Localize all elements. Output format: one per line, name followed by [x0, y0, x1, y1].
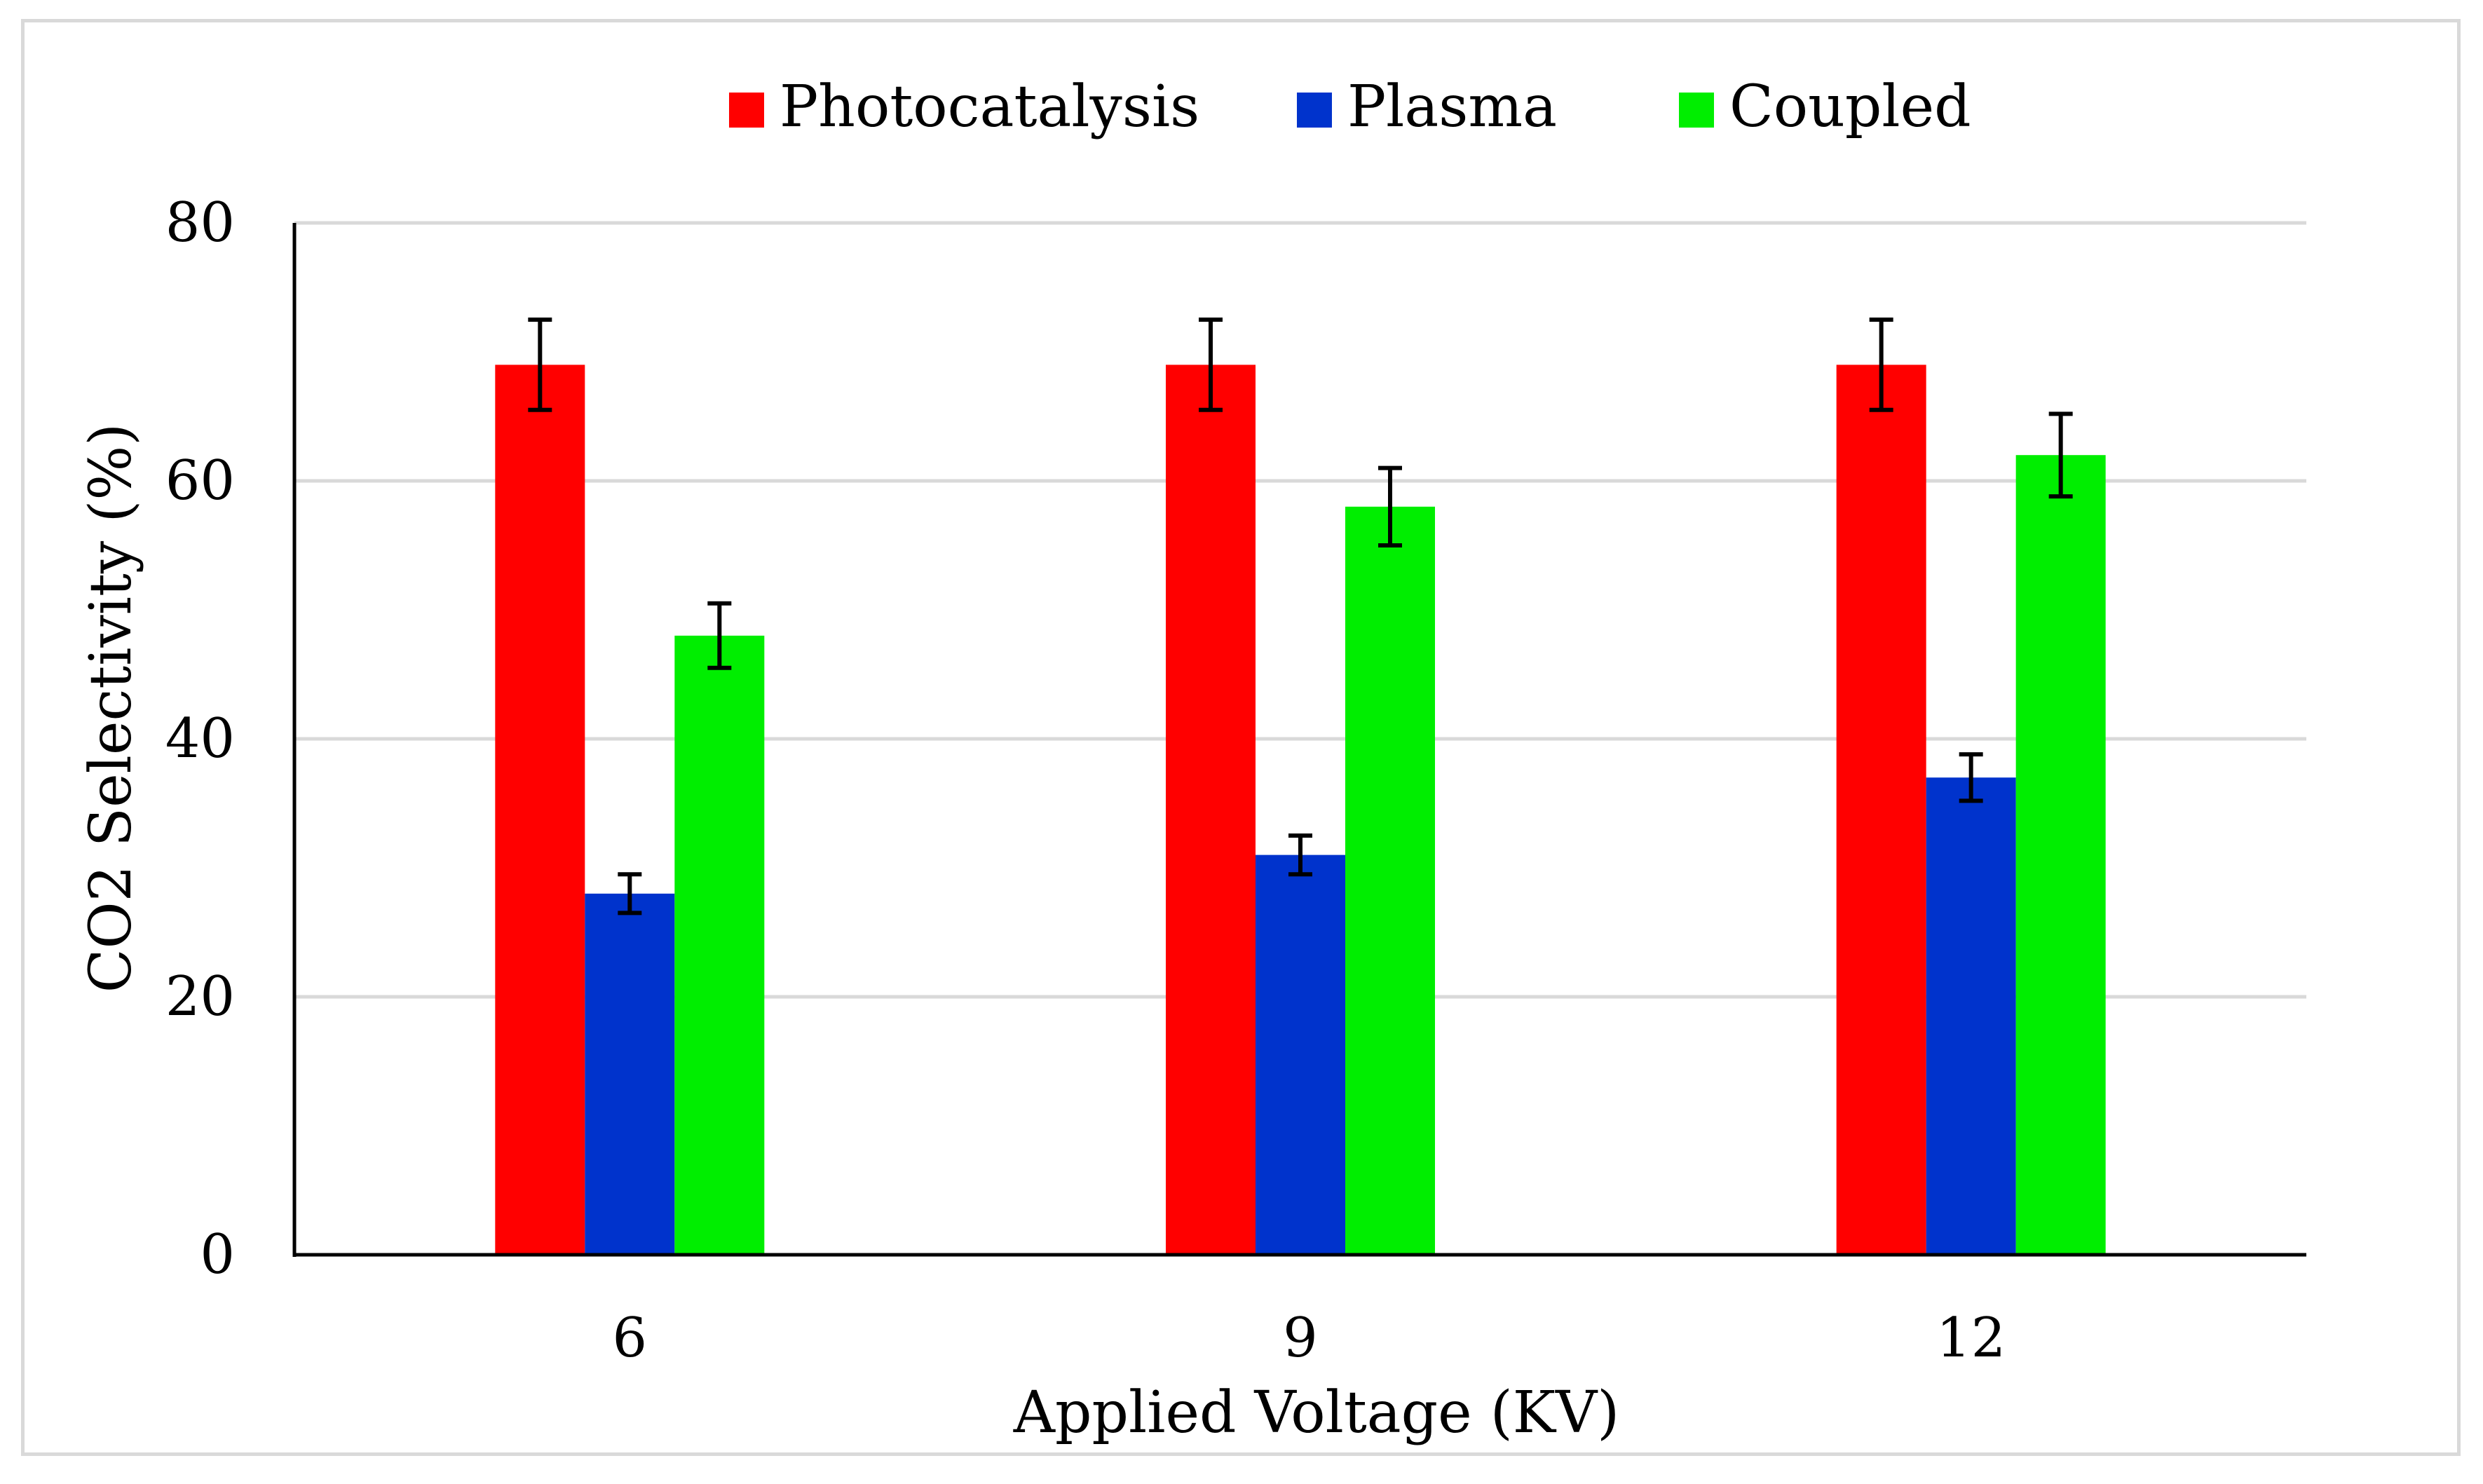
x-tick-label: 9 — [1283, 1307, 1318, 1370]
legend-label: Photocatalysis — [780, 74, 1199, 140]
y-tick-label: 0 — [200, 1223, 235, 1286]
error-bar-coupled-12 — [2048, 411, 2073, 499]
legend-swatch — [729, 93, 764, 128]
legend-swatch — [1679, 93, 1714, 128]
bar-coupled-12 — [2015, 455, 2106, 1255]
legend-label: Plasma — [1347, 74, 1557, 140]
x-axis-title: Applied Voltage (KV) — [1013, 1380, 1619, 1446]
legend-swatch — [1297, 93, 1332, 128]
legend-label: Coupled — [1729, 74, 1971, 140]
error-bar-photocatalysis-9 — [1199, 318, 1223, 412]
error-bar-plasma-12 — [1959, 752, 1983, 803]
bar-coupled-9 — [1345, 506, 1435, 1255]
bar-plasma-9 — [1256, 855, 1345, 1255]
x-tick-label: 6 — [613, 1307, 648, 1370]
y-tick-label: 20 — [165, 965, 235, 1028]
y-tick-label: 40 — [165, 707, 235, 770]
bar-plasma-12 — [1926, 777, 2016, 1255]
y-axis-title: CO2 Selectivity (%) — [78, 423, 144, 993]
bar-plasma-6 — [585, 893, 675, 1255]
legend-item-plasma: Plasma — [1297, 74, 1557, 140]
error-bars — [528, 318, 2073, 915]
error-bar-photocatalysis-6 — [528, 318, 552, 412]
bar-coupled-6 — [674, 635, 765, 1255]
axes — [292, 223, 2306, 1257]
x-tick-label: 12 — [1936, 1307, 2006, 1370]
error-bar-coupled-6 — [707, 601, 732, 670]
x-tick-labels: 6 9 12 — [613, 1307, 2006, 1370]
y-tick-label: 80 — [165, 191, 235, 254]
bars — [495, 365, 2106, 1255]
error-bar-plasma-6 — [618, 872, 642, 915]
legend-item-photocatalysis: Photocatalysis — [729, 74, 1199, 140]
error-bar-plasma-9 — [1288, 833, 1312, 877]
bar-photocatalysis-6 — [495, 365, 585, 1255]
legend: Photocatalysis Plasma Coupled — [729, 74, 1971, 140]
legend-item-coupled: Coupled — [1679, 74, 1971, 140]
error-bar-coupled-9 — [1378, 465, 1402, 547]
error-bar-photocatalysis-12 — [1869, 318, 1893, 412]
bar-photocatalysis-12 — [1836, 365, 1926, 1255]
y-tick-label: 60 — [165, 449, 235, 512]
y-tick-labels: 0 20 40 60 80 — [165, 191, 235, 1286]
bar-photocatalysis-9 — [1166, 365, 1256, 1255]
